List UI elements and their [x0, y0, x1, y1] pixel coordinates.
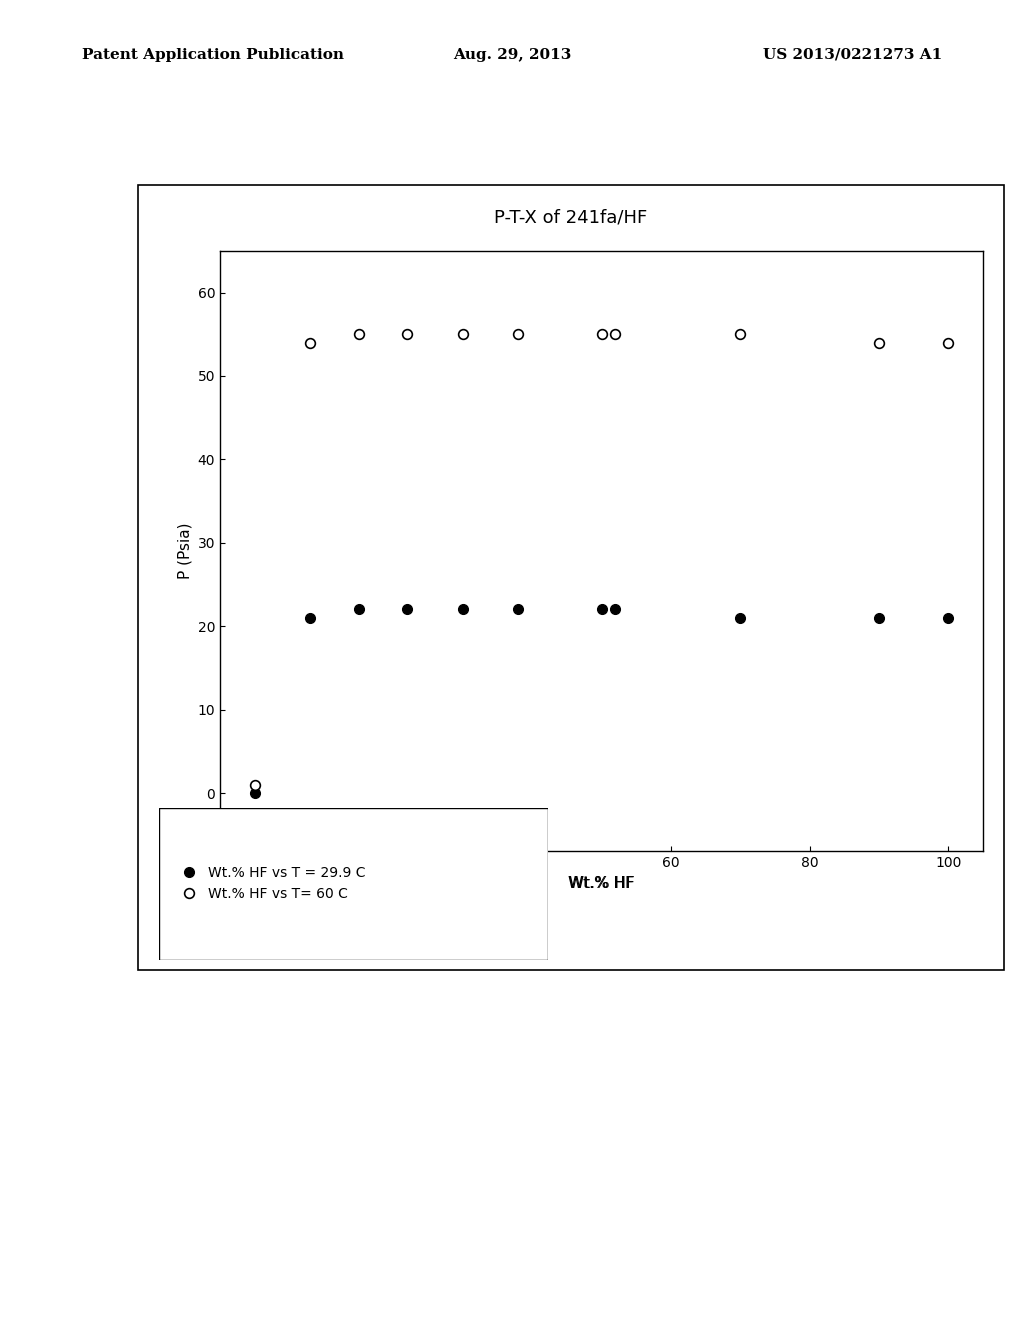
- Line: Wt.% HF vs T= 60 C: Wt.% HF vs T= 60 C: [250, 330, 953, 789]
- Wt.% HF vs T= 60 C: [401, 326, 414, 342]
- FancyBboxPatch shape: [159, 808, 548, 960]
- Wt.% HF vs T= 60 C: [457, 326, 469, 342]
- Y-axis label: P (Psia): P (Psia): [177, 523, 193, 579]
- Wt.% HF vs T = 29.9 C: [304, 610, 316, 626]
- Wt.% HF vs T = 29.9 C: [734, 610, 746, 626]
- Text: Wt.% HF: Wt.% HF: [568, 876, 634, 891]
- Text: Patent Application Publication: Patent Application Publication: [82, 48, 344, 62]
- Wt.% HF vs T = 29.9 C: [401, 602, 414, 618]
- Wt.% HF vs T = 29.9 C: [942, 610, 954, 626]
- Text: Aug. 29, 2013: Aug. 29, 2013: [453, 48, 571, 62]
- Wt.% HF vs T= 60 C: [872, 335, 885, 351]
- Wt.% HF vs T = 29.9 C: [352, 602, 365, 618]
- Wt.% HF vs T= 60 C: [596, 326, 608, 342]
- Wt.% HF vs T= 60 C: [734, 326, 746, 342]
- Wt.% HF vs T = 29.9 C: [512, 602, 524, 618]
- Wt.% HF vs T= 60 C: [942, 335, 954, 351]
- Text: US 2013/0221273 A1: US 2013/0221273 A1: [763, 48, 942, 62]
- Wt.% HF vs T= 60 C: [249, 776, 261, 792]
- Line: Wt.% HF vs T = 29.9 C: Wt.% HF vs T = 29.9 C: [250, 605, 953, 797]
- Text: P-T-X of 241fa/HF: P-T-X of 241fa/HF: [495, 209, 647, 227]
- Wt.% HF vs T = 29.9 C: [609, 602, 622, 618]
- Wt.% HF vs T= 60 C: [304, 335, 316, 351]
- Wt.% HF vs T= 60 C: [609, 326, 622, 342]
- Legend: Wt.% HF vs T = 29.9 C, Wt.% HF vs T= 60 C: Wt.% HF vs T = 29.9 C, Wt.% HF vs T= 60 …: [173, 859, 373, 908]
- Wt.% HF vs T= 60 C: [352, 326, 365, 342]
- Wt.% HF vs T = 29.9 C: [457, 602, 469, 618]
- X-axis label: Wt.% HF: Wt.% HF: [568, 875, 635, 891]
- Wt.% HF vs T= 60 C: [512, 326, 524, 342]
- Wt.% HF vs T = 29.9 C: [872, 610, 885, 626]
- Wt.% HF vs T = 29.9 C: [249, 785, 261, 801]
- Wt.% HF vs T = 29.9 C: [596, 602, 608, 618]
